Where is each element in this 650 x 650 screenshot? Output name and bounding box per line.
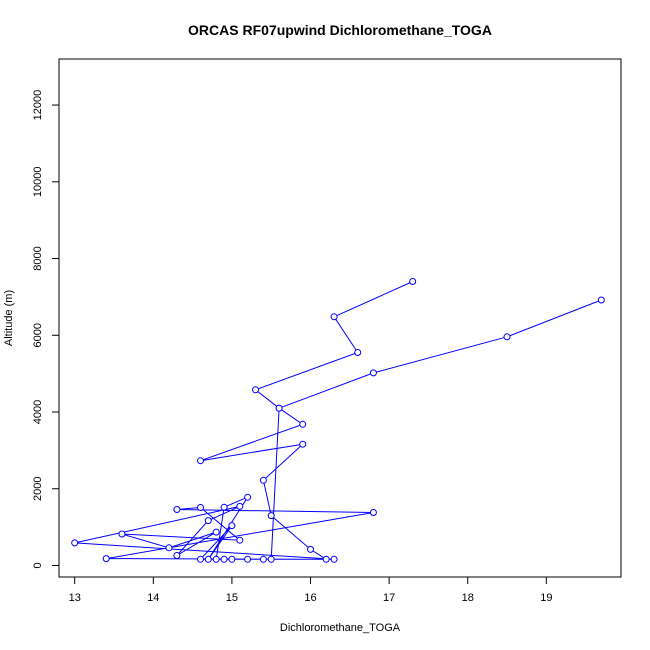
y-tick-label: 10000 [32, 166, 44, 197]
data-point [197, 555, 204, 563]
data-point [307, 545, 314, 553]
data-point [118, 530, 126, 538]
data-point [369, 369, 377, 377]
data-point [165, 544, 173, 552]
x-tick-label: 16 [304, 592, 316, 604]
data-point [204, 517, 212, 525]
data-point [220, 503, 228, 511]
data-point [228, 522, 236, 530]
data-point [212, 555, 220, 563]
x-tick-label: 15 [226, 592, 238, 604]
x-tick-label: 17 [383, 592, 395, 604]
y-tick-label: 4000 [32, 400, 44, 424]
data-point [322, 555, 330, 563]
data-point [330, 555, 338, 563]
data-point [197, 457, 204, 465]
data-point [299, 420, 307, 428]
data-point [236, 536, 244, 544]
x-tick-label: 18 [462, 592, 474, 604]
y-axis: 0 2000 4000 6000 8000 10000 12000 [32, 90, 60, 569]
data-point [330, 313, 338, 321]
data-point [259, 476, 267, 484]
series-points [71, 278, 605, 563]
data-point [228, 555, 236, 563]
data-point [212, 528, 220, 536]
data-point [71, 539, 79, 547]
y-tick-label: 6000 [32, 323, 44, 347]
y-tick-label: 2000 [32, 477, 44, 501]
x-axis: 13 14 15 16 17 18 19 [69, 576, 552, 604]
data-point [409, 278, 417, 285]
data-point [597, 296, 605, 304]
data-point [197, 504, 204, 511]
data-point [244, 493, 252, 501]
data-point [204, 555, 212, 563]
data-point [244, 555, 252, 563]
y-tick-label: 0 [32, 562, 44, 568]
data-point [173, 506, 181, 513]
data-point [299, 440, 307, 448]
data-point [236, 502, 244, 510]
data-point [354, 349, 362, 356]
data-point [252, 386, 259, 394]
y-tick-label: 8000 [32, 246, 44, 270]
x-tick-label: 14 [147, 592, 159, 604]
data-point [259, 555, 267, 563]
data-point [102, 555, 110, 563]
series-polyline [74, 281, 602, 560]
chart-title: ORCAS RF07upwind Dichloromethane_TOGA [188, 22, 492, 38]
data-point [369, 509, 377, 516]
series-line [74, 281, 602, 560]
data-point [220, 555, 228, 563]
data-point [267, 555, 275, 563]
x-tick-label: 19 [540, 592, 552, 604]
y-axis-label: Altitude (m) [3, 290, 15, 346]
data-point [275, 404, 283, 412]
x-axis-label: Dichloromethane_TOGA [280, 622, 401, 634]
data-point [173, 552, 181, 559]
plot-frame [58, 58, 622, 578]
data-point [503, 333, 511, 341]
data-point [267, 512, 275, 520]
y-tick-label: 12000 [32, 90, 44, 121]
x-tick-label: 13 [69, 592, 81, 604]
